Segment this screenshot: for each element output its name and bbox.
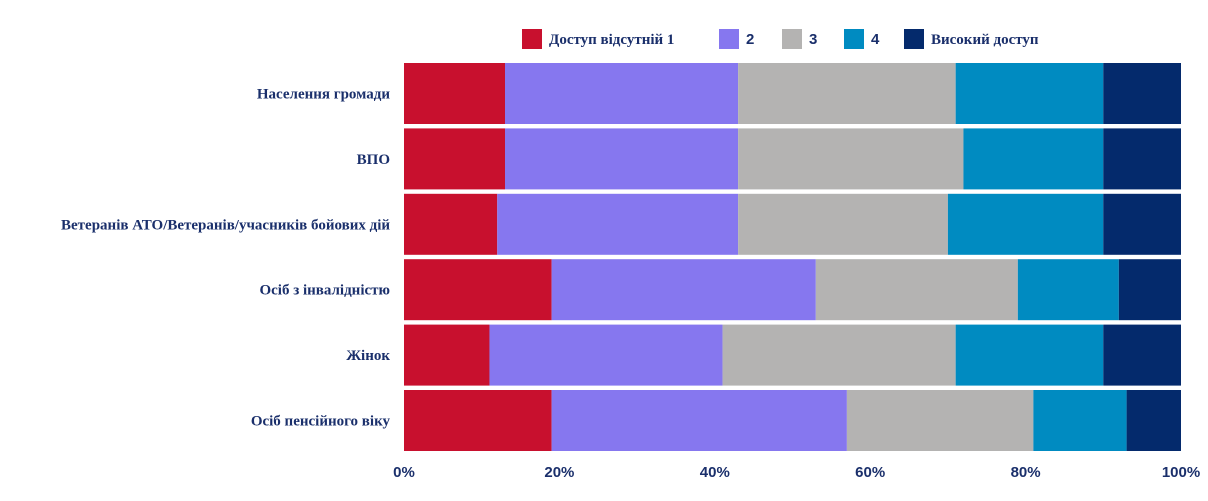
x-tick-label: 40% — [700, 464, 730, 481]
bar-segment-2-4 — [963, 128, 1104, 190]
legend-swatch — [719, 29, 739, 49]
bar-segment-5-5 — [1103, 324, 1181, 386]
bar-segment-2-2 — [505, 128, 739, 190]
category-label: Населення громади — [257, 87, 390, 103]
bar-segment-5-4 — [955, 324, 1104, 386]
category-label: Осіб пенсійного віку — [251, 414, 391, 430]
x-tick-label: 20% — [544, 464, 574, 481]
bar-segment-3-5 — [1103, 193, 1181, 255]
category-label: Жінок — [346, 348, 390, 364]
x-tick-label: 60% — [855, 464, 885, 481]
bar-segment-3-2 — [497, 193, 739, 255]
legend-label: 4 — [871, 31, 880, 48]
bar-segment-6-3 — [846, 390, 1034, 451]
bar-segment-1-3 — [738, 63, 956, 124]
bar-segment-4-2 — [551, 259, 816, 321]
bar-segment-6-2 — [551, 390, 847, 451]
bar-segment-4-1 — [404, 259, 552, 321]
legend-swatch — [522, 29, 542, 49]
bar-segment-3-1 — [404, 193, 498, 255]
bar-segment-5-2 — [489, 324, 723, 386]
bar-segment-2-5 — [1103, 128, 1181, 190]
category-labels: Населення громади ВПО Ветеранів АТО/Ветера… — [61, 87, 390, 430]
bar-segment-1-4 — [955, 63, 1104, 124]
bar-segment-6-4 — [1033, 390, 1127, 451]
x-axis-ticks: 0% 20% 40% 60% 80% 100% — [393, 464, 1200, 481]
bar-segment-5-3 — [722, 324, 956, 386]
bar-segment-2-1 — [404, 128, 506, 190]
legend-label: 3 — [809, 31, 817, 48]
bar-segment-4-3 — [815, 259, 1018, 321]
x-tick-label: 100% — [1162, 464, 1200, 481]
bar-segment-3-4 — [947, 193, 1104, 255]
bar-segment-4-4 — [1017, 259, 1119, 321]
legend-swatch — [844, 29, 864, 49]
legend-label: Доступ відсутній 1 — [549, 32, 674, 48]
bar-segment-5-1 — [404, 324, 490, 386]
legend-swatch — [904, 29, 924, 49]
legend-label: 2 — [746, 31, 754, 48]
x-tick-label: 80% — [1011, 464, 1041, 481]
bar-segment-1-2 — [505, 63, 739, 124]
legend: Доступ відсутній 1 2 3 4 Високий доступ — [522, 29, 1039, 49]
bar-segment-6-1 — [404, 390, 552, 451]
category-label: ВПО — [357, 152, 390, 168]
bar-segment-1-5 — [1103, 63, 1181, 124]
bar-segment-1-1 — [404, 63, 506, 124]
legend-swatch — [782, 29, 802, 49]
bar-segment-3-3 — [738, 193, 948, 255]
bar-segment-6-5 — [1126, 390, 1181, 451]
category-label: Ветеранів АТО/Ветеранів/учасників бойови… — [61, 217, 390, 233]
legend-label: Високий доступ — [931, 32, 1039, 48]
x-tick-label: 0% — [393, 464, 415, 481]
category-label: Осіб з інвалідністю — [259, 283, 390, 299]
bars — [404, 63, 1181, 451]
bar-segment-2-3 — [738, 128, 964, 190]
bar-segment-4-5 — [1118, 259, 1181, 321]
